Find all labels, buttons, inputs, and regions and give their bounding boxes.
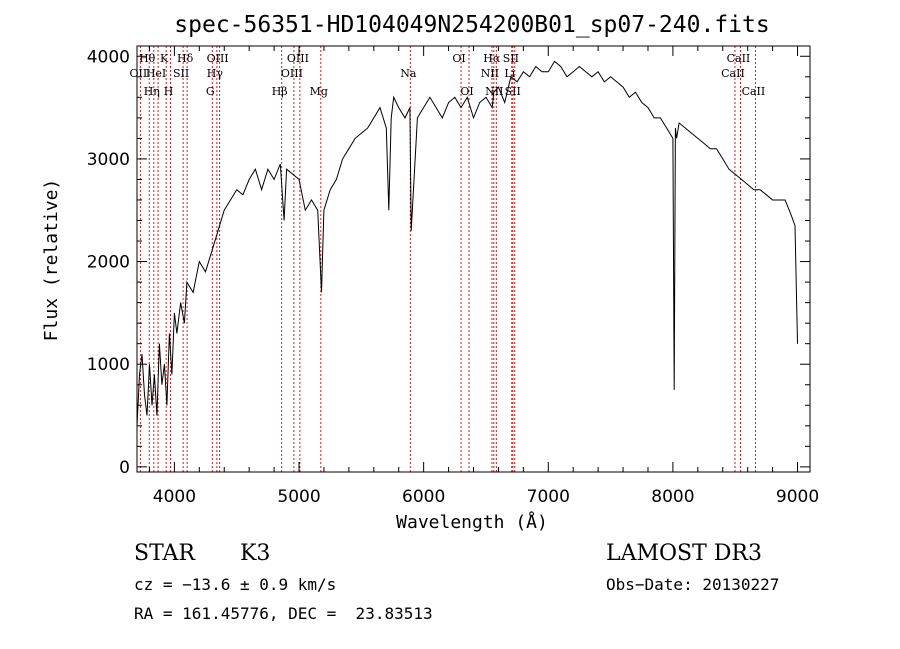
- redshift-velocity: cz = −13.6 ± 0.9 km/s: [134, 575, 336, 594]
- spectral-line-label: SII: [503, 52, 519, 65]
- x-axis-ticks: 4000 5000 6000 7000 8000 9000: [148, 46, 819, 507]
- chart-title: spec-56351-HD104049N254200B01_sp07-240.f…: [174, 12, 769, 38]
- spectral-line-label: H: [164, 85, 174, 98]
- y-tick-label: 0: [119, 458, 130, 478]
- y-tick-label: 1000: [87, 355, 130, 375]
- spectral-line-label: Mg: [310, 85, 328, 98]
- spectral-line-label: CaII: [742, 85, 766, 98]
- spectral-line-label: HeI: [146, 67, 166, 80]
- spectral-line-label: OIII: [207, 52, 229, 65]
- spectral-line-label: CaII: [721, 67, 745, 80]
- spectral-line-label: OIII: [287, 52, 309, 65]
- spectral-line-label: OII: [130, 67, 148, 80]
- x-tick-label: 6000: [402, 487, 445, 507]
- x-tick-label: 8000: [651, 487, 694, 507]
- spectral-line-label: Hδ: [177, 52, 194, 65]
- plot-frame: [136, 45, 811, 473]
- spectral-line-label: OIII: [281, 67, 303, 80]
- object-subclass: K3: [240, 541, 270, 566]
- spectral-line-label: Hη: [144, 85, 160, 98]
- y-axis-title: Flux (relative): [41, 179, 62, 342]
- spectral-line-label: NII: [481, 67, 499, 80]
- spectral-line-label: Na: [400, 67, 417, 80]
- footer-info: STAR K3 LAMOST DR3 cz = −13.6 ± 0.9 km/s…: [134, 541, 779, 623]
- spectral-line-label: K: [160, 52, 169, 65]
- spectral-line-label: SII: [505, 85, 521, 98]
- spectral-line-markers: [139, 46, 756, 472]
- x-tick-label: 4000: [153, 487, 196, 507]
- coordinates: RA = 161.45776, DEC = 23.83513: [134, 604, 433, 623]
- y-tick-label: 2000: [87, 253, 130, 273]
- x-tick-label: 7000: [527, 487, 570, 507]
- object-class: STAR: [134, 541, 196, 566]
- y-axis-ticks: 0 1000 2000 3000 4000: [87, 47, 810, 478]
- survey-name: LAMOST DR3: [606, 541, 762, 566]
- x-tick-label: 9000: [776, 487, 819, 507]
- spectral-line-label: OI: [452, 52, 465, 65]
- spectral-line-label: Hγ: [207, 67, 224, 80]
- spectral-line-labels: OII Hθ Hη HeI K H SII Hδ G Hγ OIII Hβ OIII OIII Mg Na OI…: [130, 52, 766, 98]
- spectral-line-label: SII: [173, 67, 189, 80]
- x-axis-title: Wavelength (Å): [396, 511, 548, 533]
- spectral-line-label: Hβ: [272, 85, 288, 98]
- spectral-line-label: Hθ: [139, 52, 156, 65]
- spectral-line-label: Hα: [483, 52, 501, 65]
- y-tick-label: 4000: [87, 47, 130, 67]
- spectral-line-label: CaII: [727, 52, 751, 65]
- spectrum-series-line: [136, 60, 798, 426]
- spectral-line-label: Li: [504, 67, 515, 80]
- spectral-line-label: OI: [460, 85, 473, 98]
- x-tick-label: 5000: [277, 487, 320, 507]
- observation-date: Obs−Date: 20130227: [606, 575, 779, 594]
- y-tick-label: 3000: [87, 150, 130, 170]
- spectral-line-label: G: [206, 85, 215, 98]
